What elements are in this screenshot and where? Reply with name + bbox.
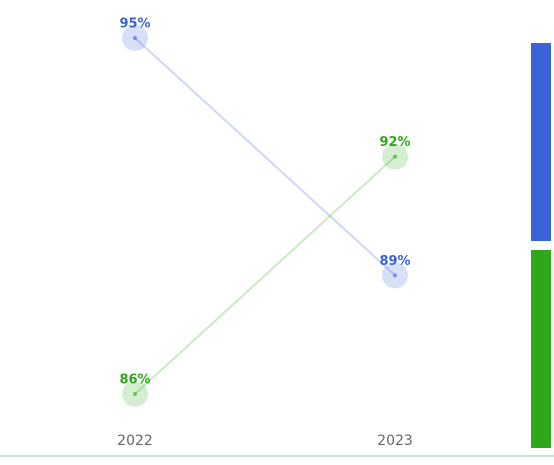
x-tick-label: 2022 [117, 433, 153, 449]
point [393, 154, 397, 159]
value-label: 89% [379, 254, 410, 269]
legend-swatch [531, 43, 551, 241]
value-label: 95% [119, 17, 150, 32]
point [133, 36, 137, 40]
point [393, 273, 397, 278]
value-label: 86% [119, 373, 150, 388]
slope-line [134, 155, 396, 395]
x-tick-label: 2023 [377, 433, 413, 449]
slope-line [134, 37, 396, 277]
value-label: 92% [379, 135, 410, 150]
legend-swatch [531, 250, 551, 448]
point [133, 392, 137, 396]
